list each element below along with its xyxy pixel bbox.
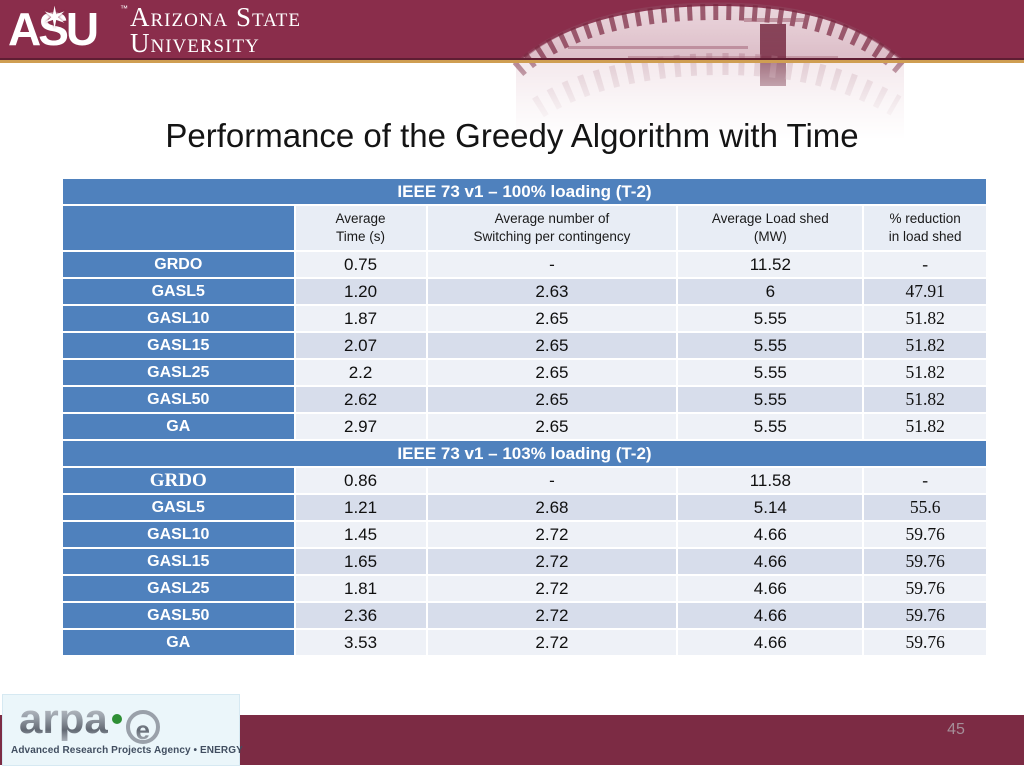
table-cell: 2.62 xyxy=(295,387,426,412)
band-edge-line xyxy=(0,58,1024,60)
table-cell: 2.72 xyxy=(427,522,677,547)
table-cell: - xyxy=(864,252,986,277)
column-header: % reduction in load shed xyxy=(864,206,986,250)
slide-page-number: 45 xyxy=(947,721,965,738)
table-cell: 2.72 xyxy=(427,630,677,655)
table-cell: 51.82 xyxy=(864,333,986,358)
table-cell: 1.21 xyxy=(295,495,426,520)
table-cell: 59.76 xyxy=(864,630,986,655)
table-cell: 2.65 xyxy=(427,414,677,439)
row-label: GASL50 xyxy=(63,603,294,628)
arpae-green-dot-icon xyxy=(111,713,122,724)
table-cell: - xyxy=(427,468,677,493)
table-cell: 5.55 xyxy=(678,306,863,331)
table-cell: 55.6 xyxy=(864,495,986,520)
table-cell: 11.52 xyxy=(678,252,863,277)
university-name: Arizona State University xyxy=(130,2,301,58)
row-label: GASL10 xyxy=(63,306,294,331)
row-label: GASL5 xyxy=(63,495,294,520)
table-cell: 5.55 xyxy=(678,387,863,412)
table-cell: 5.14 xyxy=(678,495,863,520)
row-label: GASL50 xyxy=(63,387,294,412)
asu-logo: ASU ✶ ™ xyxy=(8,2,128,56)
arpae-wordmark: arpa e xyxy=(19,695,160,744)
table-cell: 2.72 xyxy=(427,549,677,574)
column-header: Average number of Switching per contingen… xyxy=(427,206,677,250)
table-cell: - xyxy=(427,252,677,277)
table-cell: 4.66 xyxy=(678,576,863,601)
table-cell: 6 xyxy=(678,279,863,304)
table-cell: 2.2 xyxy=(295,360,426,385)
gold-accent-line xyxy=(0,60,1024,63)
asu-logo-letters: ASU xyxy=(8,3,99,55)
table-cell: 1.81 xyxy=(295,576,426,601)
arpae-e-badge: e xyxy=(125,710,160,744)
table-cell: 2.65 xyxy=(427,387,677,412)
row-label: GASL15 xyxy=(63,333,294,358)
results-table: IEEE 73 v1 – 100% loading (T-2) Average Ti… xyxy=(61,177,988,657)
table-cell: 51.82 xyxy=(864,414,986,439)
row-label: GASL10 xyxy=(63,522,294,547)
table-cell: 47.91 xyxy=(864,279,986,304)
table-cell: 5.55 xyxy=(678,414,863,439)
table-cell: 59.76 xyxy=(864,549,986,574)
table-cell: 4.66 xyxy=(678,630,863,655)
table-cell: 5.55 xyxy=(678,333,863,358)
row-label: GRDO xyxy=(63,252,294,277)
column-header: Average Time (s) xyxy=(295,206,426,250)
results-table-body: IEEE 73 v1 – 100% loading (T-2) Average Ti… xyxy=(63,179,986,655)
table-cell: 2.97 xyxy=(295,414,426,439)
table-cell: 4.66 xyxy=(678,603,863,628)
table-cell: 2.36 xyxy=(295,603,426,628)
arpae-logo: arpa e Advanced Research Projects Agency … xyxy=(2,694,243,766)
row-label: GASL15 xyxy=(63,549,294,574)
table-cell: 2.63 xyxy=(427,279,677,304)
table-cell: 2.65 xyxy=(427,333,677,358)
arpae-wordmark-text: arpa xyxy=(19,695,108,742)
table-cell: 51.82 xyxy=(864,360,986,385)
table-cell: 0.86 xyxy=(295,468,426,493)
row-label: GASL25 xyxy=(63,576,294,601)
sunburst-icon: ✶ xyxy=(42,2,68,35)
table-cell: 2.65 xyxy=(427,306,677,331)
table-cell: 2.07 xyxy=(295,333,426,358)
table-cell: 1.65 xyxy=(295,549,426,574)
column-header-blank xyxy=(63,206,294,250)
row-label: GASL25 xyxy=(63,360,294,385)
table-cell: - xyxy=(864,468,986,493)
table-section-header: IEEE 73 v1 – 103% loading (T-2) xyxy=(63,441,986,466)
gammage-auditorium-image xyxy=(512,2,908,140)
table-cell: 2.68 xyxy=(427,495,677,520)
trademark-symbol: ™ xyxy=(120,4,128,13)
table-cell: 51.82 xyxy=(864,306,986,331)
table-cell: 2.72 xyxy=(427,576,677,601)
row-label: GA xyxy=(63,414,294,439)
page-title: Performance of the Greedy Algorithm with… xyxy=(165,117,859,155)
arpae-tagline: Advanced Research Projects Agency • ENER… xyxy=(11,745,243,756)
table-cell: 5.55 xyxy=(678,360,863,385)
table-cell: 4.66 xyxy=(678,522,863,547)
table-cell: 59.76 xyxy=(864,522,986,547)
table-cell: 59.76 xyxy=(864,603,986,628)
table-cell: 3.53 xyxy=(295,630,426,655)
table-cell: 1.87 xyxy=(295,306,426,331)
row-label: GA xyxy=(63,630,294,655)
table-cell: 4.66 xyxy=(678,549,863,574)
table-cell: 11.58 xyxy=(678,468,863,493)
column-header: Average Load shed (MW) xyxy=(678,206,863,250)
table-cell: 1.20 xyxy=(295,279,426,304)
table-cell: 2.65 xyxy=(427,360,677,385)
table-cell: 2.72 xyxy=(427,603,677,628)
table-section-header: IEEE 73 v1 – 100% loading (T-2) xyxy=(63,179,986,204)
table-cell: 0.75 xyxy=(295,252,426,277)
university-name-line2: University xyxy=(130,28,260,58)
table-cell: 1.45 xyxy=(295,522,426,547)
table-cell: 59.76 xyxy=(864,576,986,601)
row-label: GRDO xyxy=(63,468,294,493)
table-cell: 51.82 xyxy=(864,387,986,412)
university-name-line1: Arizona State xyxy=(130,2,301,32)
row-label: GASL5 xyxy=(63,279,294,304)
